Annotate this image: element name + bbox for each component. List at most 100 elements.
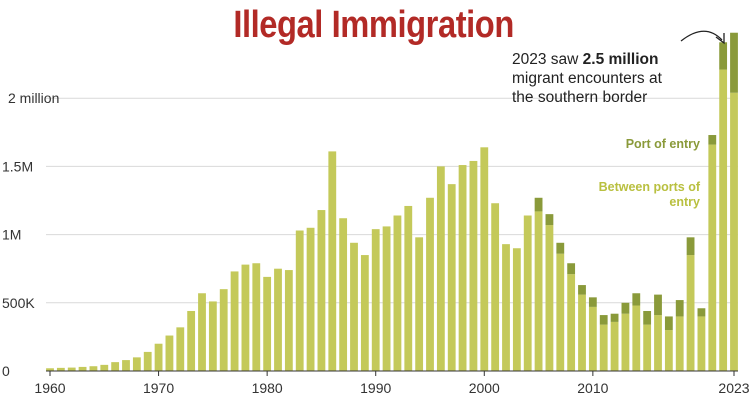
- bar-between-ports: [219, 289, 228, 371]
- bar-between-ports: [230, 271, 239, 371]
- bar-between-ports: [469, 160, 478, 371]
- bar-between-ports: [350, 242, 358, 371]
- bar-between-ports: [458, 165, 467, 371]
- bar-between-ports: [643, 324, 652, 371]
- bar-between-ports: [534, 211, 543, 371]
- bar-between-ports: [67, 367, 76, 371]
- bar-between-ports: [306, 227, 315, 371]
- bar-port-of-entry: [545, 214, 554, 226]
- bar-between-ports: [512, 248, 521, 371]
- bar-port-of-entry: [686, 237, 695, 256]
- y-tick-label: 2 million: [8, 90, 59, 106]
- bar-between-ports: [502, 244, 510, 371]
- x-tick-label: 1960: [34, 380, 65, 396]
- bar-between-ports: [382, 226, 391, 371]
- bar-between-ports: [154, 343, 163, 371]
- bar-between-ports: [132, 357, 141, 371]
- bar-between-ports: [176, 327, 185, 371]
- bar-between-ports: [317, 210, 326, 371]
- x-tick-label: 2010: [577, 380, 608, 396]
- bar-between-ports: [697, 316, 706, 371]
- bar-port-of-entry: [610, 313, 619, 322]
- bar-between-ports: [78, 366, 87, 371]
- bar-port-of-entry: [588, 297, 597, 307]
- bar-between-ports: [393, 215, 402, 371]
- bar-port-of-entry: [567, 263, 576, 275]
- annotation-arrow: [680, 30, 723, 42]
- bar-between-ports: [404, 205, 413, 371]
- bar-port-of-entry: [643, 310, 652, 325]
- x-tick-label: 2000: [469, 380, 500, 396]
- bar-between-ports: [208, 301, 217, 371]
- bar-between-ports: [556, 253, 565, 371]
- bar-between-ports: [89, 366, 98, 371]
- bar-between-ports: [165, 335, 174, 371]
- bar-between-ports: [654, 315, 662, 371]
- bar-between-ports: [371, 229, 380, 371]
- bar-between-ports: [295, 230, 304, 371]
- bar-port-of-entry: [719, 42, 728, 70]
- bar-between-ports: [578, 294, 586, 371]
- bar-port-of-entry: [556, 242, 565, 254]
- bar-between-ports: [599, 324, 608, 371]
- annotation-highlight: 2.5 million: [582, 51, 659, 68]
- bar-between-ports: [56, 367, 65, 371]
- legend-between-ports: Between ports of entry: [598, 180, 700, 209]
- bar-between-ports: [436, 166, 445, 371]
- bar-between-ports: [263, 276, 272, 371]
- y-axis: 0 500K 1M 1.5M 2 million: [2, 90, 59, 379]
- bar-port-of-entry: [654, 294, 662, 316]
- bar-between-ports: [719, 69, 728, 371]
- bar-port-of-entry: [621, 302, 630, 314]
- bar-between-ports: [241, 264, 250, 371]
- x-axis: 1960 1970 1980 1990 2000 2010 2023: [34, 30, 750, 396]
- annotation-line3: the southern border: [512, 89, 648, 106]
- bar-between-ports: [46, 368, 54, 371]
- x-tick-label: 1980: [252, 380, 283, 396]
- bar-between-ports: [274, 268, 282, 371]
- bar-port-of-entry: [708, 135, 717, 145]
- bar-between-ports: [143, 351, 152, 371]
- bar-between-ports: [187, 310, 196, 371]
- legend-port-of-entry: Port of entry: [625, 137, 700, 151]
- annotation-prefix: 2023 saw: [512, 51, 583, 68]
- bar-port-of-entry: [578, 285, 586, 295]
- y-tick-label: 0: [2, 363, 10, 379]
- bar-between-ports: [284, 270, 293, 371]
- y-tick-label: 500K: [2, 295, 35, 311]
- bar-between-ports: [360, 255, 369, 371]
- bar-between-ports: [339, 218, 348, 371]
- bar-between-ports: [491, 203, 500, 371]
- bar-between-ports: [686, 255, 695, 371]
- bar-between-ports: [198, 293, 206, 371]
- bar-between-ports: [122, 360, 130, 371]
- bar-between-ports: [480, 147, 489, 371]
- bar-port-of-entry: [675, 300, 684, 317]
- bar-between-ports: [426, 197, 434, 371]
- bar-between-ports: [447, 184, 456, 371]
- bar-between-ports: [545, 225, 554, 371]
- bar-between-ports: [567, 274, 576, 371]
- bar-port-of-entry: [730, 32, 738, 93]
- x-tick-label: 1970: [143, 380, 174, 396]
- y-tick-label: 1M: [2, 227, 21, 243]
- x-tick-label: 2023: [718, 380, 749, 396]
- chart-title: Illegal Immigration: [233, 4, 514, 46]
- bar-between-ports: [632, 305, 641, 371]
- y-tick-label: 1.5M: [2, 158, 33, 174]
- bar-between-ports: [100, 364, 109, 371]
- bar-between-ports: [415, 237, 424, 371]
- bar-between-ports: [664, 330, 673, 371]
- bar-between-ports: [708, 144, 717, 371]
- bar-between-ports: [523, 215, 532, 371]
- bar-port-of-entry: [697, 308, 706, 317]
- x-tick-label: 1990: [360, 380, 391, 396]
- bar-between-ports: [675, 316, 684, 371]
- bar-between-ports: [328, 151, 337, 371]
- bar-between-ports: [252, 263, 261, 371]
- bar-between-ports: [730, 92, 738, 371]
- bar-between-ports: [588, 306, 597, 371]
- bar-port-of-entry: [632, 293, 641, 306]
- bar-port-of-entry: [534, 197, 543, 212]
- bar-between-ports: [111, 362, 120, 371]
